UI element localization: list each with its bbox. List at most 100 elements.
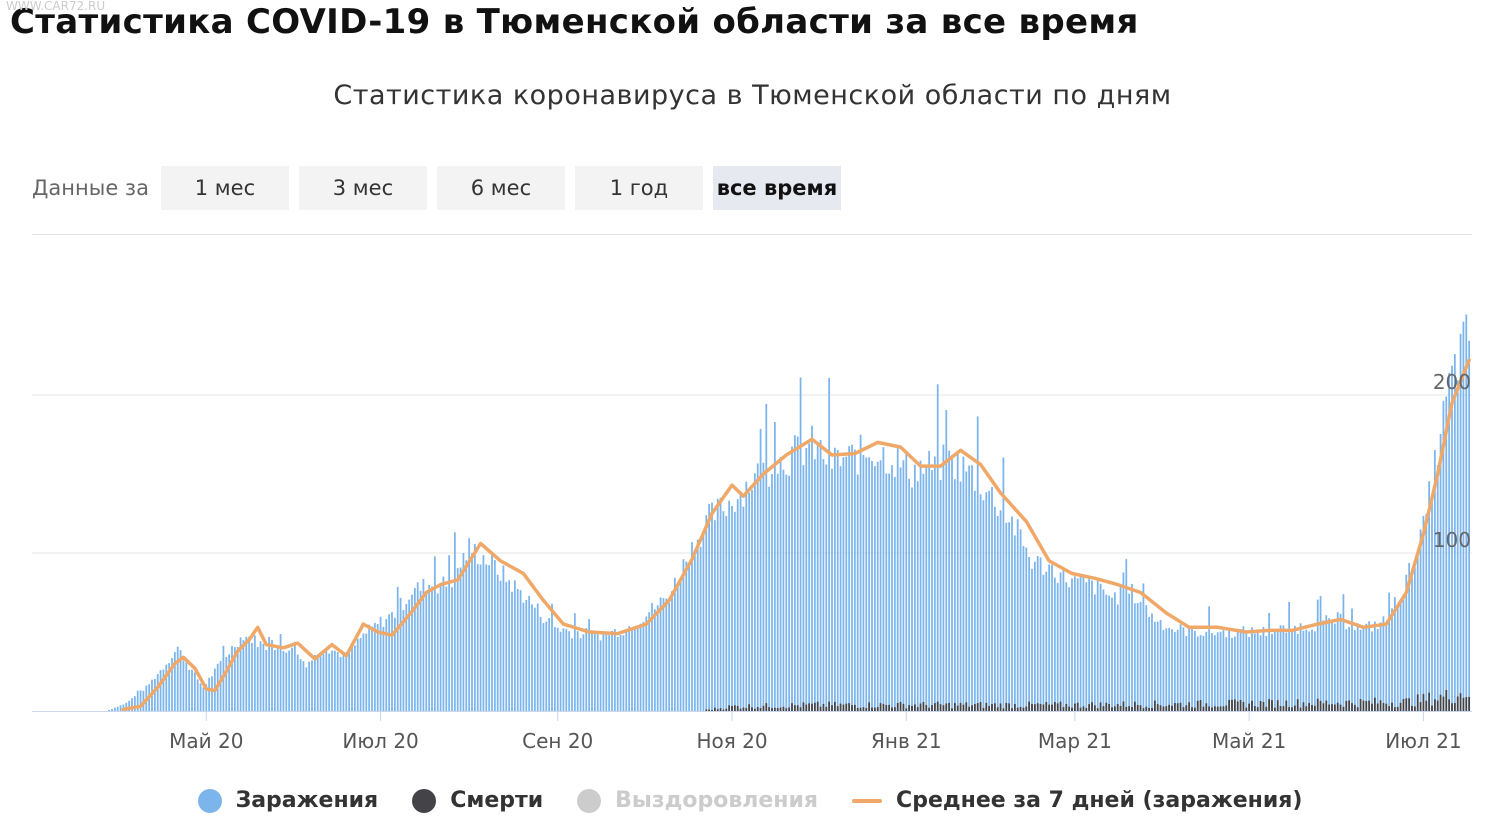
legend-item-average[interactable]: Среднее за 7 дней (заражения) [852, 788, 1302, 813]
infection-bar [576, 631, 579, 711]
death-bar [782, 706, 785, 711]
death-bar [1039, 703, 1042, 711]
infection-bar [1316, 599, 1319, 711]
death-bar [1236, 701, 1239, 711]
infection-bar [119, 705, 122, 711]
infection-bar [868, 457, 871, 711]
infection-bar [1191, 625, 1193, 711]
infection-bar [1153, 621, 1156, 711]
range-1-year-button[interactable]: 1 год [574, 166, 703, 210]
infection-bar [522, 602, 525, 711]
infection-bar [842, 457, 845, 711]
infection-bar [1448, 372, 1451, 711]
death-bar [888, 704, 891, 711]
infection-bar [542, 623, 545, 711]
infection-bar [1165, 628, 1168, 711]
infection-bar [171, 658, 173, 711]
death-bar [708, 709, 711, 711]
infection-bar [405, 603, 408, 711]
infection-bar [836, 450, 839, 711]
infection-bar [431, 586, 433, 711]
death-bar [831, 705, 833, 711]
legend-item-deaths[interactable]: Смерти [412, 788, 543, 813]
death-bar [1085, 707, 1088, 711]
infection-bar [771, 474, 773, 711]
death-bar [1148, 707, 1151, 711]
infection-bar [888, 473, 891, 711]
death-bar [1028, 701, 1031, 711]
death-bar [976, 703, 979, 711]
infection-bar [1196, 636, 1199, 711]
infection-bar [248, 636, 251, 711]
infection-bar [1293, 625, 1296, 711]
infection-bar [391, 612, 393, 711]
infection-bar [1068, 587, 1071, 711]
range-all-time-button[interactable]: все время [712, 166, 841, 210]
death-bar [1139, 705, 1142, 711]
infection-bar [325, 650, 328, 711]
death-bar [1385, 703, 1388, 711]
death-bar [779, 707, 782, 711]
death-bar [1345, 700, 1348, 711]
legend-item-infections[interactable]: Заражения [197, 788, 378, 813]
range-1-month-button[interactable]: 1 мес [160, 166, 289, 210]
infection-bar [716, 498, 719, 711]
infection-bar [599, 640, 602, 711]
death-bar [756, 706, 759, 711]
death-bar [1059, 701, 1062, 711]
range-6-months-button[interactable]: 6 мес [436, 166, 565, 210]
infection-bar [848, 446, 851, 711]
infection-bar [1119, 586, 1122, 711]
death-bar [1173, 703, 1176, 711]
infection-bar [262, 643, 265, 711]
death-bar [865, 708, 868, 711]
death-bar [1113, 706, 1116, 711]
infection-bar [308, 661, 311, 711]
infection-bar [945, 409, 948, 711]
infection-bar [616, 636, 619, 711]
infection-bar [1322, 620, 1325, 711]
infection-bar [345, 652, 348, 711]
death-bar [1062, 707, 1065, 711]
covid-chart: Май 20 Июл 20 Сен 20 Ноя 20 Янв 21 Мар 21 Май … [32, 314, 1472, 753]
infection-bar [1108, 595, 1111, 711]
death-bar [1362, 700, 1365, 711]
infection-bar [513, 580, 516, 711]
death-bar [911, 705, 913, 711]
infection-bar [1242, 626, 1245, 711]
infection-bar [1099, 583, 1102, 711]
infection-bar [582, 634, 585, 711]
infection-bar [856, 474, 859, 711]
infection-bar [1056, 582, 1059, 711]
infection-bar [253, 635, 256, 711]
infection-bar [1411, 568, 1413, 711]
infection-bar [1302, 630, 1305, 711]
death-bar [1016, 707, 1019, 711]
infection-bar [622, 635, 625, 711]
infection-bar [785, 474, 788, 711]
legend-item-recoveries[interactable]: Выздоровления [577, 788, 818, 813]
infection-bar [176, 646, 179, 711]
infection-bar [1131, 583, 1133, 711]
infection-bar [988, 491, 991, 711]
infection-bar [365, 633, 368, 711]
x-tick-label: Янв 21 [871, 729, 942, 753]
death-bar [851, 705, 853, 711]
death-bar [979, 702, 982, 711]
infection-bar [1142, 583, 1145, 711]
death-bar [799, 707, 802, 711]
death-bar [1142, 708, 1145, 711]
death-bar [1125, 706, 1128, 711]
legend-marker-average [852, 798, 883, 803]
infection-bar [1188, 628, 1191, 711]
infection-bar [1345, 629, 1348, 711]
infection-bar [585, 628, 588, 711]
infection-bar [896, 448, 899, 711]
infection-bar [242, 640, 245, 711]
infection-bar [339, 656, 342, 711]
y-axis-labels: 100 200 [1433, 370, 1471, 552]
death-bar [1093, 705, 1096, 711]
death-bar [1465, 697, 1468, 711]
range-3-months-button[interactable]: 3 мес [298, 166, 427, 210]
infection-bar [156, 674, 159, 711]
